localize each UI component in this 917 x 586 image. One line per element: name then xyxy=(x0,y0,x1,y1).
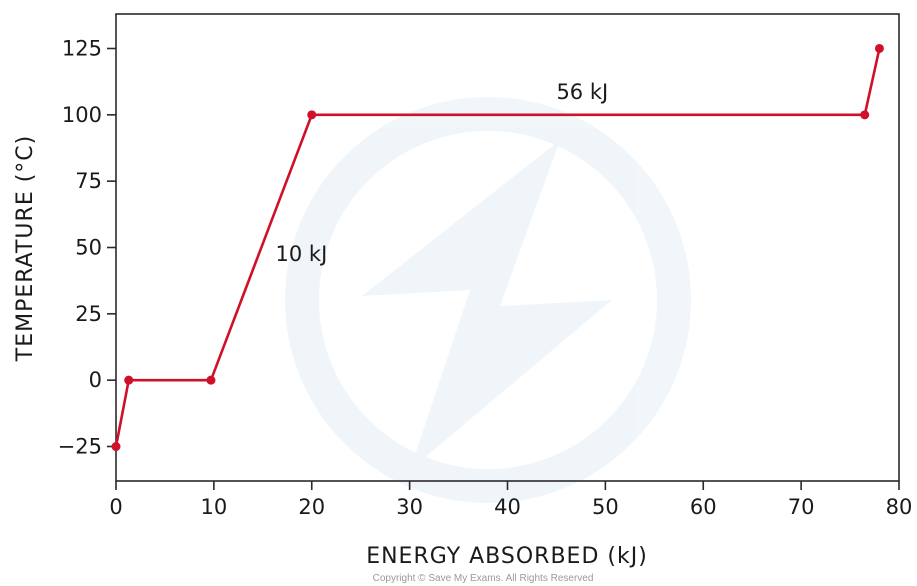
data-point xyxy=(124,375,134,385)
data-point xyxy=(860,110,870,120)
energy-annotation: 56 kJ xyxy=(556,80,608,104)
x-axis-ticks: 0 10 20 30 40 50 60 70 80 xyxy=(109,481,912,519)
y-tick-label: 100 xyxy=(62,103,102,127)
x-tick-label: 20 xyxy=(298,495,325,519)
x-tick-label: 70 xyxy=(788,495,815,519)
data-point xyxy=(874,43,884,53)
x-tick-label: 60 xyxy=(690,495,717,519)
x-tick-label: 80 xyxy=(886,495,913,519)
y-tick-label: 25 xyxy=(75,302,102,326)
x-axis-label: ENERGY ABSORBED (kJ) xyxy=(366,544,648,569)
heating-curve-line xyxy=(114,48,881,447)
data-point xyxy=(206,375,216,385)
y-tick-label: 125 xyxy=(62,36,102,60)
data-point xyxy=(307,110,317,120)
y-tick-label: 0 xyxy=(89,368,102,392)
x-tick-label: 40 xyxy=(494,495,521,519)
x-tick-label: 50 xyxy=(592,495,619,519)
y-tick-label: 75 xyxy=(75,169,102,193)
y-axis-ticks: −25 0 25 50 75 100 125 xyxy=(58,36,116,459)
x-tick-label: 30 xyxy=(396,495,423,519)
x-tick-label: 0 xyxy=(109,495,122,519)
x-tick-label: 10 xyxy=(201,495,228,519)
y-tick-label: −25 xyxy=(58,435,102,459)
energy-annotation: 10 kJ xyxy=(276,242,328,266)
annotations-layer: 10 kJ 56 kJ xyxy=(276,80,609,266)
y-axis-label: TEMPERATURE (°C) xyxy=(13,135,38,362)
data-point xyxy=(111,442,121,452)
save-my-exams-watermark-logo xyxy=(285,97,691,503)
series-layer xyxy=(111,43,884,452)
copyright-notice: Copyright © Save My Exams. All Rights Re… xyxy=(373,573,594,584)
y-tick-label: 50 xyxy=(75,236,102,260)
